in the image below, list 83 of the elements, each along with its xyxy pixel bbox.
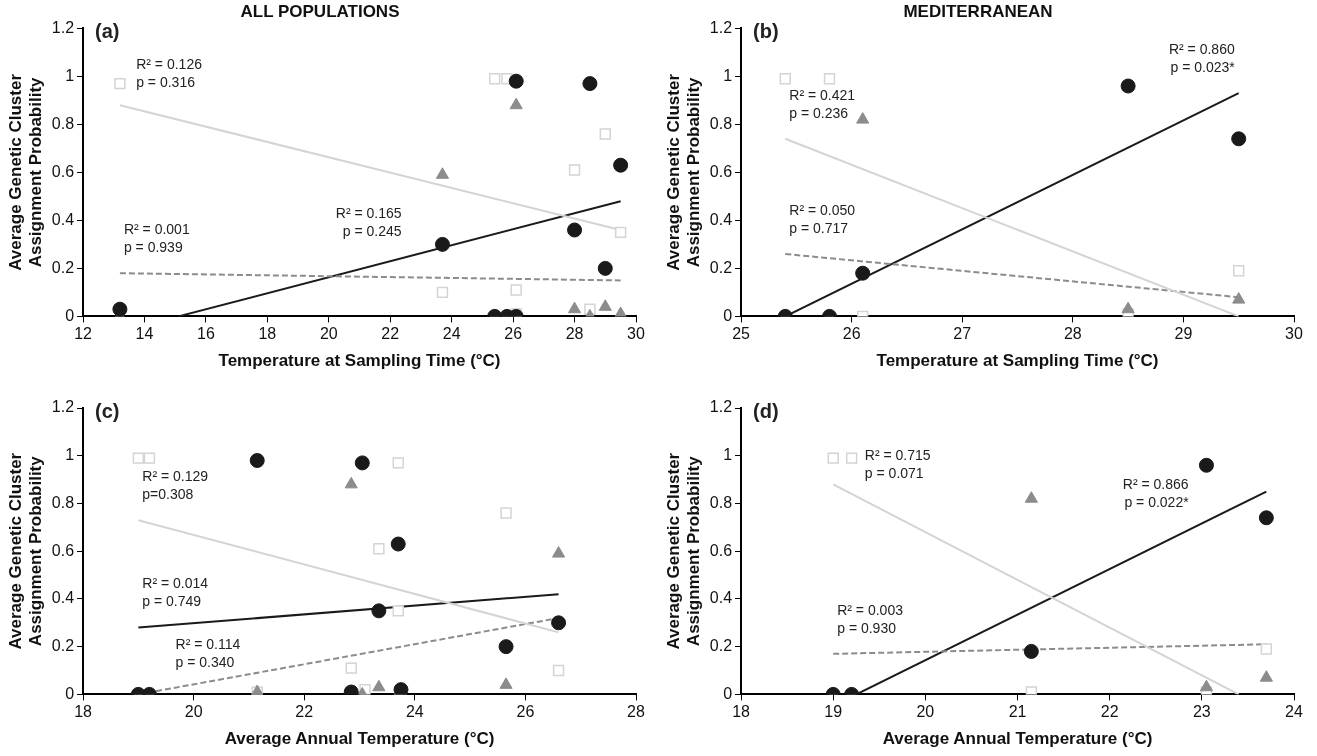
annotation: (b) [753, 19, 779, 42]
y-tick-label: 0.8 [51, 493, 75, 511]
x-tick-label: 18 [258, 325, 277, 343]
y-tick-label: 1 [723, 446, 733, 464]
y-tick-label: 0.6 [709, 162, 733, 180]
x-tick-label: 30 [1285, 325, 1303, 343]
x-tick-label: 22 [1100, 703, 1119, 721]
chart-title: ALL POPULATIONS [240, 1, 400, 21]
y-tick-label: 0 [65, 306, 75, 324]
y-tick-label: 0.2 [709, 258, 733, 276]
x-tick-label: 12 [74, 325, 93, 343]
x-axis-title: Average Annual Temperature (°C) [224, 729, 495, 749]
x-tick-label: 20 [916, 703, 935, 721]
y-tick-label: 0.6 [51, 162, 75, 180]
y-tick-label: 1 [65, 66, 75, 84]
x-tick-label: 21 [1008, 703, 1027, 721]
x-tick-label: 29 [1174, 325, 1193, 343]
y-tick-label: 0.6 [709, 541, 733, 559]
chart-title: MEDITERRANEAN [903, 1, 1053, 21]
annotation: R² = 0.003 p = 0.930 [837, 601, 904, 636]
annotation: (a) [95, 19, 120, 42]
y-tick-label: 0.8 [51, 114, 75, 132]
x-tick-label: 25 [732, 325, 751, 343]
annotation: (d) [753, 399, 779, 422]
annotation: R² = 0.050 p = 0.717 [789, 201, 856, 236]
annotation: R² = 0.860 p = 0.023* [1168, 41, 1236, 76]
annotation: R² = 0.126 p = 0.316 [136, 56, 203, 91]
x-tick-label: 20 [319, 325, 338, 343]
y-tick-label: 1.2 [709, 398, 733, 416]
y-axis-title: Average Genetic Cluster Assignment Probability [663, 452, 704, 650]
x-tick-label: 16 [197, 325, 215, 343]
x-tick-label: 22 [381, 325, 400, 343]
annotation: R² = 0.421 p = 0.236 [789, 86, 856, 121]
y-tick-label: 0.2 [51, 258, 75, 276]
y-tick-label: 1 [65, 446, 75, 464]
x-tick-label: 26 [842, 325, 861, 343]
x-tick-label: 27 [953, 325, 972, 343]
x-tick-label: 26 [504, 325, 523, 343]
y-tick-label: 0.8 [709, 493, 733, 511]
x-tick-label: 24 [442, 325, 461, 343]
x-tick-label: 24 [405, 703, 424, 721]
y-axis-title: Average Genetic Cluster Assignment Probability [5, 452, 46, 650]
y-tick-label: 0.4 [51, 589, 75, 607]
y-tick-label: 0.4 [709, 589, 733, 607]
y-tick-label: 0.4 [51, 210, 75, 228]
y-axis-title: Average Genetic Cluster Assignment Probability [663, 73, 704, 271]
y-tick-label: 0.6 [51, 541, 75, 559]
annotation: R² = 0.866 p = 0.022* [1122, 475, 1190, 510]
annotation: R² = 0.129 p=0.308 [142, 468, 209, 503]
x-tick-label: 22 [295, 703, 314, 721]
y-tick-label: 0.2 [51, 637, 75, 655]
y-tick-label: 0 [723, 306, 733, 324]
y-tick-label: 0.8 [709, 114, 733, 132]
y-tick-label: 1.2 [709, 18, 733, 36]
annotation: R² = 0.014 p = 0.749 [142, 575, 209, 610]
x-tick-label: 28 [627, 703, 645, 721]
annotation: R² = 0.165 p = 0.245 [335, 204, 402, 239]
x-tick-label: 30 [627, 325, 645, 343]
annotation: R² = 0.001 p = 0.939 [123, 221, 190, 256]
x-tick-label: 23 [1192, 703, 1211, 721]
x-tick-label: 28 [565, 325, 584, 343]
y-tick-label: 1 [723, 66, 733, 84]
annotation: R² = 0.715 p = 0.071 [864, 446, 931, 481]
y-tick-label: 0 [723, 684, 733, 702]
x-tick-label: 20 [184, 703, 203, 721]
y-tick-label: 0.2 [709, 637, 733, 655]
x-tick-label: 18 [74, 703, 93, 721]
annotation: (c) [95, 399, 120, 422]
x-tick-label: 19 [824, 703, 843, 721]
y-tick-label: 0.4 [709, 210, 733, 228]
x-tick-label: 14 [135, 325, 154, 343]
x-tick-label: 24 [1285, 703, 1303, 721]
y-tick-label: 0 [65, 684, 75, 702]
x-tick-label: 28 [1063, 325, 1082, 343]
x-tick-label: 26 [516, 703, 535, 721]
x-tick-label: 18 [732, 703, 751, 721]
y-tick-label: 1.2 [51, 398, 75, 416]
x-axis-title: Temperature at Sampling Time (°C) [876, 351, 1159, 371]
x-axis-title: Temperature at Sampling Time (°C) [218, 351, 501, 371]
x-axis-title: Average Annual Temperature (°C) [882, 729, 1153, 749]
annotation: R² = 0.114 p = 0.340 [175, 636, 241, 671]
y-axis-title: Average Genetic Cluster Assignment Probability [5, 73, 46, 271]
y-tick-label: 1.2 [51, 18, 75, 36]
